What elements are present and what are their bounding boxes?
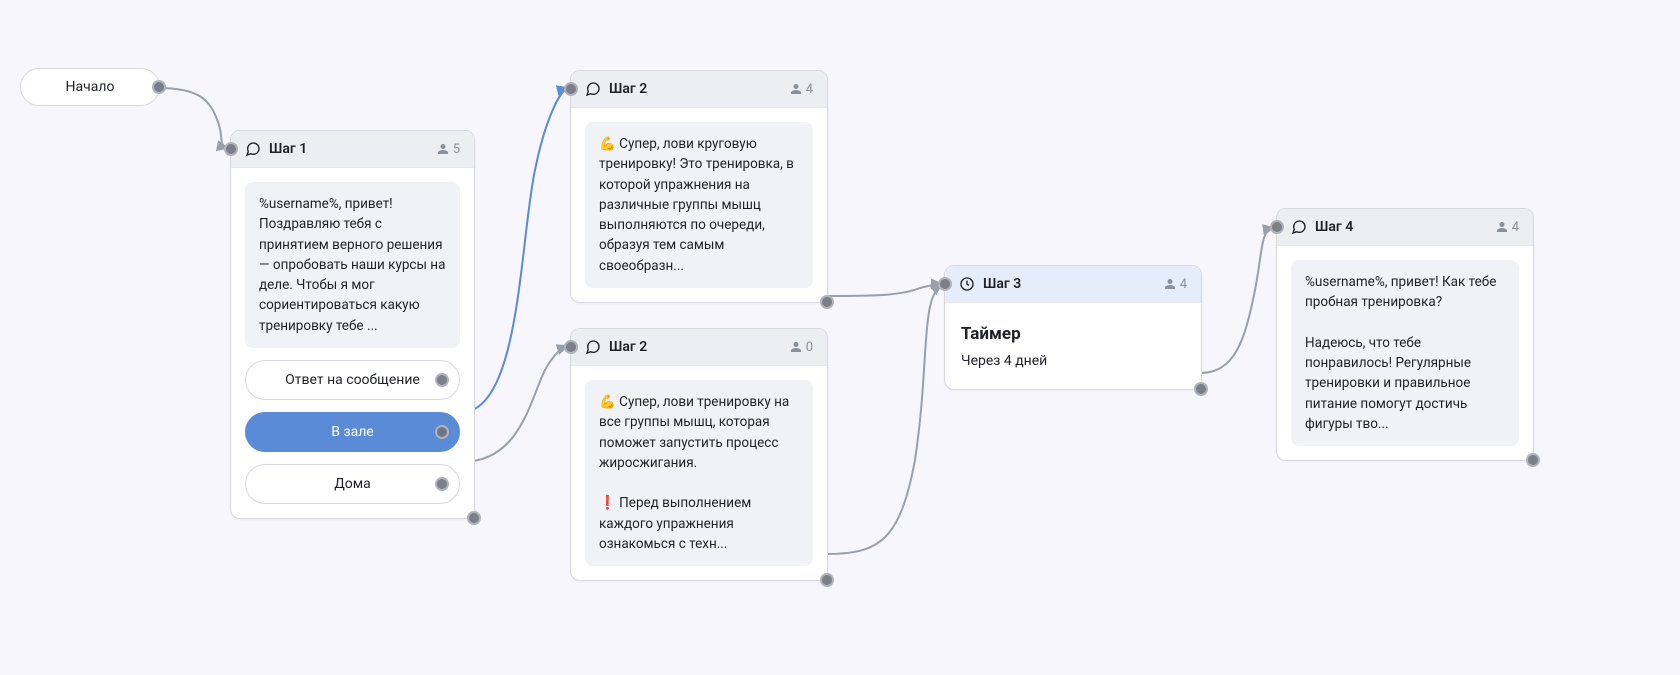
clock-icon — [959, 276, 975, 292]
node-step2b[interactable]: Шаг 2 0 💪 Супер, лови тренировку на все … — [570, 328, 828, 581]
chat-icon — [245, 141, 261, 157]
node-step4-body: %username%, привет! Как тебе пробная тре… — [1277, 246, 1533, 460]
step1-btn-reply[interactable]: Ответ на сообщение — [245, 360, 460, 400]
edge-start-step1 — [158, 88, 228, 148]
node-step2b-count: 0 — [790, 340, 813, 355]
node-step3-count: 4 — [1164, 277, 1187, 292]
node-step2a[interactable]: Шаг 2 4 💪 Супер, лови круговую тренировк… — [570, 70, 828, 303]
step1-btn-gym-label: В зале — [331, 424, 373, 440]
node-step2b-body: 💪 Супер, лови тренировку на все группы м… — [571, 366, 827, 580]
edge-step2a-step3 — [826, 284, 942, 296]
node-step3-header: Шаг 3 4 — [945, 266, 1201, 303]
step1-btn-gym[interactable]: В зале — [245, 412, 460, 452]
step1-btn-gym-port[interactable] — [435, 425, 449, 439]
node-step1-body: %username%, привет! Поздравляю тебя с пр… — [231, 168, 474, 518]
node-step1-count: 5 — [437, 142, 460, 157]
node-step2b-title: Шаг 2 — [609, 339, 647, 355]
node-step4-header: Шаг 4 4 — [1277, 209, 1533, 246]
step1-btn-home-port[interactable] — [435, 477, 449, 491]
node-step2a-message: 💪 Супер, лови круговую тренировку! Это т… — [585, 122, 813, 288]
step4-port-in[interactable] — [1270, 220, 1284, 234]
node-step2a-body: 💪 Супер, лови круговую тренировку! Это т… — [571, 108, 827, 302]
step1-port-out[interactable] — [467, 511, 481, 525]
node-step1-message: %username%, привет! Поздравляю тебя с пр… — [245, 182, 460, 348]
step1-btn-home[interactable]: Дома — [245, 464, 460, 504]
node-step2b-header: Шаг 2 0 — [571, 329, 827, 366]
step4-port-out[interactable] — [1526, 453, 1540, 467]
node-step3-title: Шаг 3 — [983, 276, 1021, 292]
node-step1-header: Шаг 1 5 — [231, 131, 474, 168]
step3-port-out[interactable] — [1194, 382, 1208, 396]
node-step2a-header: Шаг 2 4 — [571, 71, 827, 108]
node-step2b-message: 💪 Супер, лови тренировку на все группы м… — [585, 380, 813, 566]
node-step2a-title: Шаг 2 — [609, 81, 647, 97]
node-step4-count: 4 — [1496, 220, 1519, 235]
start-label: Начало — [66, 79, 115, 95]
node-step3[interactable]: Шаг 3 4 Таймер Через 4 дней — [944, 265, 1202, 390]
user-icon — [790, 83, 802, 95]
chat-icon — [585, 339, 601, 355]
node-step3-body: Таймер Через 4 дней — [945, 303, 1201, 389]
chat-icon — [585, 81, 601, 97]
edge-step3-step4 — [1200, 228, 1274, 373]
step1-btn-home-label: Дома — [334, 476, 371, 492]
node-step4-title: Шаг 4 — [1315, 219, 1353, 235]
user-icon — [1496, 221, 1508, 233]
node-step3-timer-title: Таймер — [961, 321, 1185, 347]
step1-btn-reply-label: Ответ на сообщение — [285, 372, 420, 388]
chat-icon — [1291, 219, 1307, 235]
step2a-port-out[interactable] — [820, 295, 834, 309]
user-icon — [790, 341, 802, 353]
step2b-port-in[interactable] — [564, 340, 578, 354]
node-step4[interactable]: Шаг 4 4 %username%, привет! Как тебе про… — [1276, 208, 1534, 461]
step3-port-in[interactable] — [938, 277, 952, 291]
node-step3-timer-text: Через 4 дней — [961, 351, 1185, 373]
node-step1[interactable]: Шаг 1 5 %username%, привет! Поздравляю т… — [230, 130, 475, 519]
node-step4-message: %username%, привет! Как тебе пробная тре… — [1291, 260, 1519, 446]
node-step2a-count: 4 — [790, 82, 813, 97]
user-icon — [1164, 278, 1176, 290]
edge-step1-step2a — [462, 88, 568, 412]
user-icon — [437, 143, 449, 155]
start-port-out[interactable] — [152, 80, 166, 94]
node-step1-title: Шаг 1 — [269, 141, 307, 157]
step2b-port-out[interactable] — [820, 573, 834, 587]
step1-btn-reply-port[interactable] — [435, 373, 449, 387]
edge-step1-step2b — [462, 346, 568, 462]
step2a-port-in[interactable] — [564, 82, 578, 96]
start-node[interactable]: Начало — [20, 68, 160, 106]
step1-port-in[interactable] — [224, 142, 238, 156]
edge-step2b-step3 — [826, 284, 942, 554]
